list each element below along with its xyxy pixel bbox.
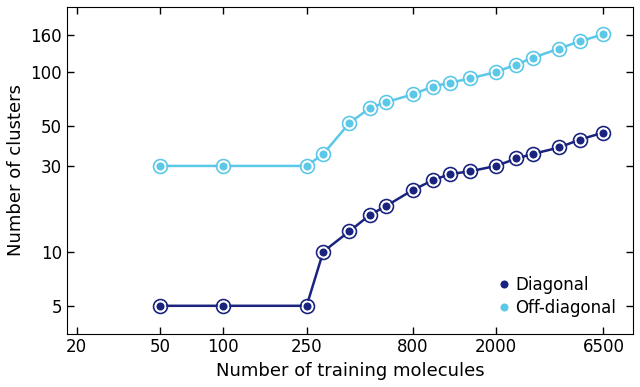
Diagonal bbox=[156, 303, 164, 308]
Off-diagonal bbox=[383, 100, 390, 104]
Line: Off-diagonal: Off-diagonal bbox=[155, 29, 608, 171]
Diagonal bbox=[466, 169, 474, 174]
Diagonal bbox=[429, 178, 436, 183]
Line: Diagonal: Diagonal bbox=[155, 128, 608, 311]
Diagonal bbox=[409, 188, 417, 192]
Off-diagonal bbox=[575, 39, 583, 44]
Off-diagonal bbox=[156, 164, 164, 168]
Y-axis label: Number of clusters: Number of clusters bbox=[7, 84, 25, 256]
Diagonal bbox=[492, 164, 500, 168]
Off-diagonal bbox=[220, 164, 227, 168]
Diagonal bbox=[529, 152, 537, 156]
Off-diagonal bbox=[319, 152, 327, 156]
Diagonal bbox=[600, 130, 607, 135]
Diagonal bbox=[220, 303, 227, 308]
Diagonal bbox=[319, 249, 327, 254]
Off-diagonal bbox=[492, 70, 500, 74]
Off-diagonal bbox=[513, 62, 520, 67]
Off-diagonal bbox=[429, 84, 436, 89]
Diagonal bbox=[366, 213, 374, 217]
Off-diagonal bbox=[466, 76, 474, 81]
Diagonal bbox=[383, 204, 390, 208]
Off-diagonal bbox=[303, 164, 310, 168]
Off-diagonal bbox=[600, 32, 607, 37]
Off-diagonal bbox=[409, 92, 417, 97]
Off-diagonal bbox=[556, 46, 563, 51]
Diagonal bbox=[346, 229, 353, 233]
Legend: Diagonal, Off-diagonal: Diagonal, Off-diagonal bbox=[492, 268, 625, 325]
Diagonal bbox=[556, 145, 563, 150]
Diagonal bbox=[303, 303, 310, 308]
Off-diagonal bbox=[346, 121, 353, 125]
Diagonal bbox=[445, 172, 453, 176]
Diagonal bbox=[513, 156, 520, 161]
Off-diagonal bbox=[529, 55, 537, 60]
Diagonal bbox=[575, 137, 583, 142]
X-axis label: Number of training molecules: Number of training molecules bbox=[216, 362, 484, 380]
Off-diagonal bbox=[445, 80, 453, 85]
Off-diagonal bbox=[366, 106, 374, 110]
